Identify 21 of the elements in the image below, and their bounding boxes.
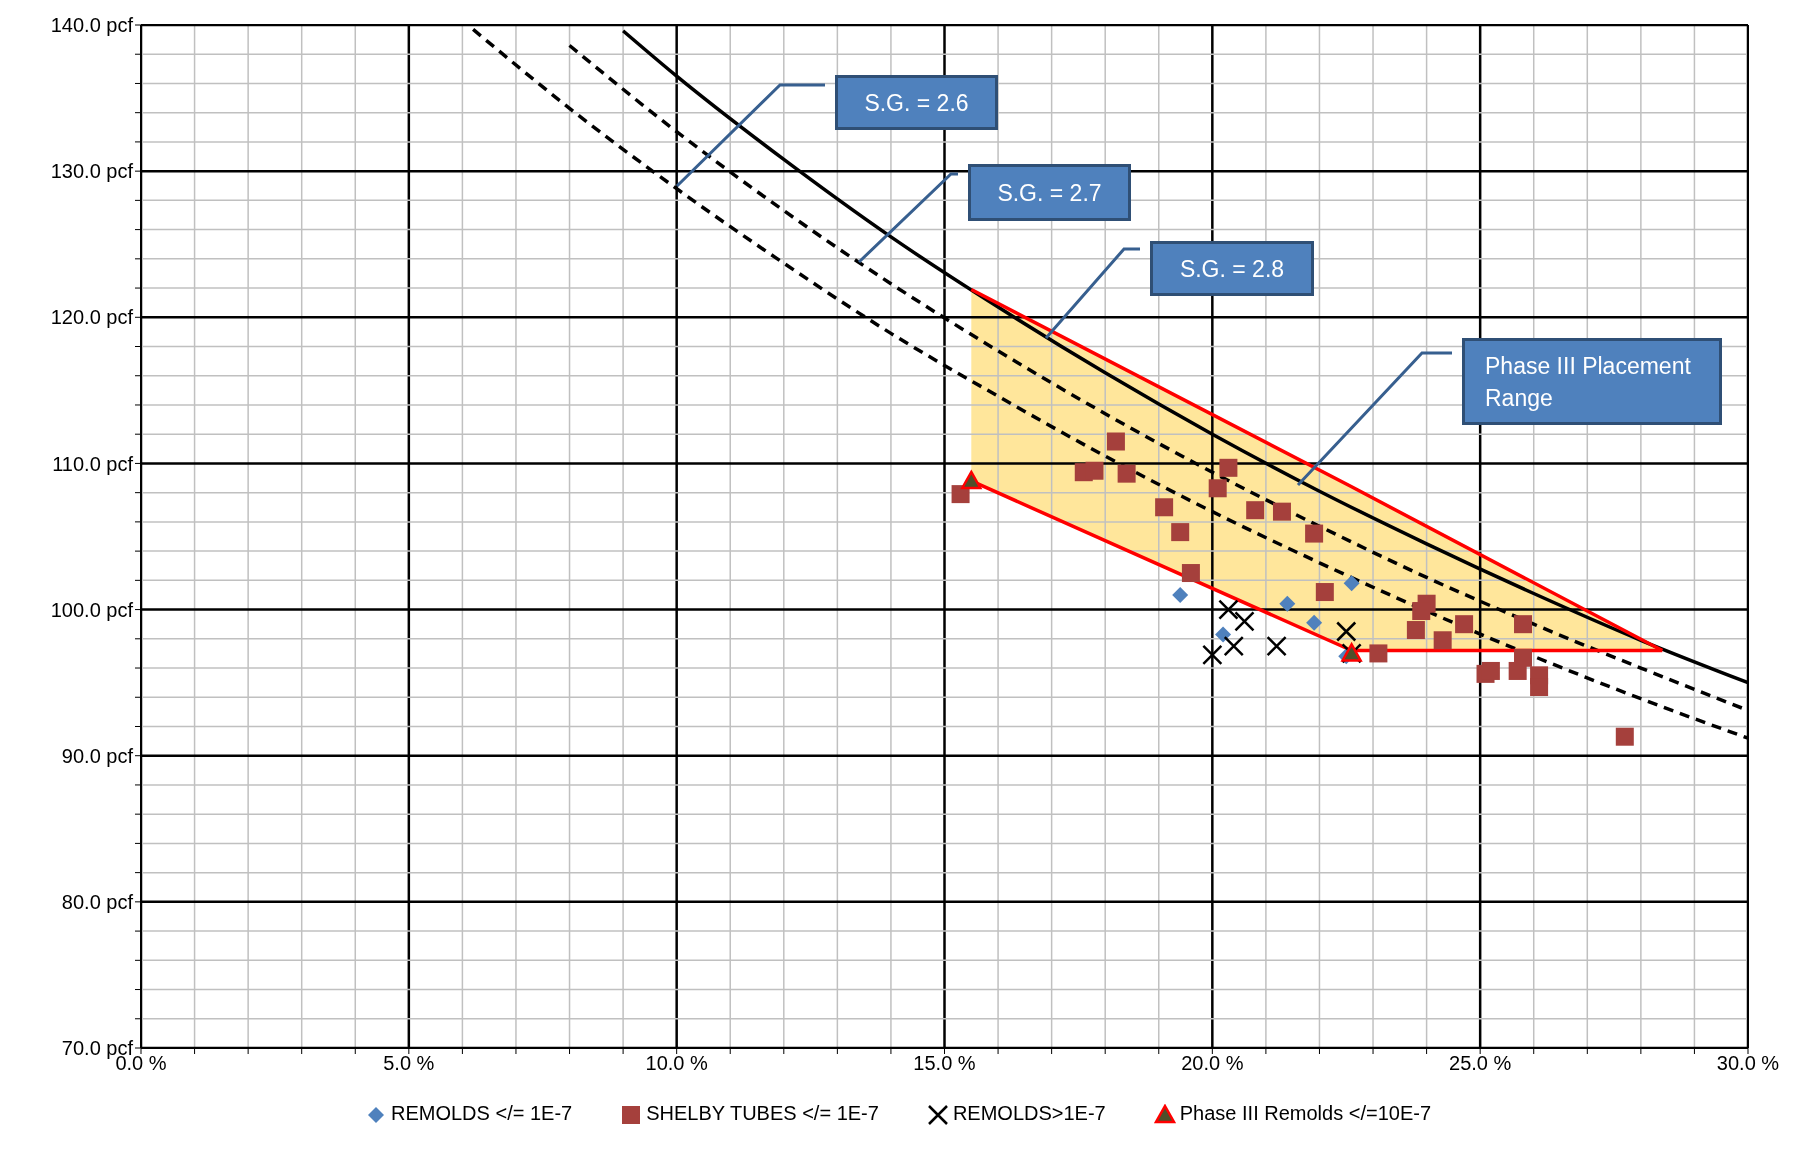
annotation: S.G. = 2.8 bbox=[1179, 254, 1285, 284]
annotation: S.G. = 2.6 bbox=[864, 88, 969, 118]
x-tick-label: 10.0 % bbox=[645, 1052, 709, 1075]
y-tick-label: 120.0 pcf bbox=[50, 306, 134, 329]
legend-label: REMOLDS>1E-7 bbox=[951, 1102, 1106, 1126]
y-tick-label: 100.0 pcf bbox=[50, 598, 134, 621]
annotation: S.G. = 2.7 bbox=[997, 178, 1102, 208]
x-tick-label: 30.0 % bbox=[1716, 1052, 1780, 1075]
y-tick-label: 110.0 pcf bbox=[52, 452, 134, 475]
y-tick-label: 130.0 pcf bbox=[50, 160, 134, 183]
x-tick-label: 15.0 % bbox=[913, 1052, 976, 1075]
y-tick-label: 90.0 pcf bbox=[61, 744, 134, 767]
x-tick-label: 5.0 % bbox=[383, 1052, 435, 1075]
y-tick-label: 80.0 pcf bbox=[61, 890, 134, 913]
legend-label: Phase III Remolds </=10E-7 bbox=[1178, 1102, 1431, 1126]
legend-label: SHELBY TUBES </= 1E-7 bbox=[645, 1102, 879, 1126]
x-tick-label: 20.0 % bbox=[1181, 1052, 1244, 1075]
x-tick-label: 25.0 % bbox=[1449, 1052, 1512, 1075]
annotation: Phase III Placement Range bbox=[1485, 351, 1692, 413]
legend-label: REMOLDS </= 1E-7 bbox=[390, 1102, 573, 1126]
y-tick-label: 140.0 pcf bbox=[50, 14, 134, 37]
